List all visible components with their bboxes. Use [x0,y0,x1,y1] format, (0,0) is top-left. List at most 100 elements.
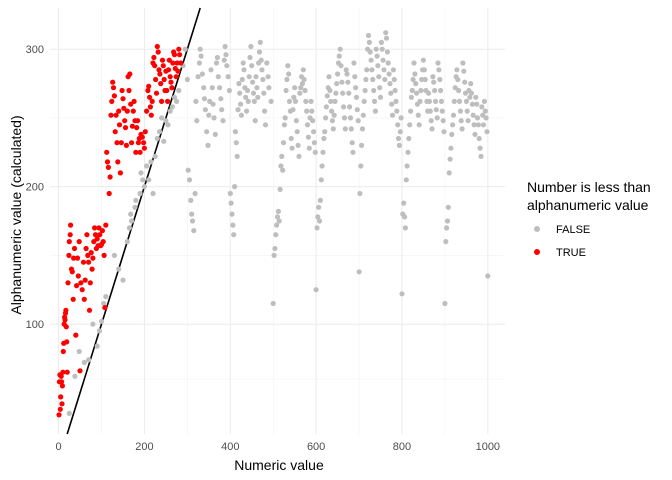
point-false [475,122,481,128]
point-false [288,135,294,142]
point-false [431,79,437,85]
point-false [435,60,441,66]
point-false [281,122,287,128]
point-false [481,98,487,104]
point-false [432,98,439,104]
point-false [344,71,350,77]
point-true [173,74,179,80]
point-false [410,76,416,83]
point-false [472,131,478,137]
point-false [240,60,246,66]
point-false [293,118,299,124]
point-false [356,269,362,275]
point-true [59,379,65,385]
y-axis-title: Alphanumeric value (calculated) [8,115,24,314]
point-false [221,57,227,63]
y-tick-label: 100 [26,319,44,331]
point-true [142,129,148,135]
point-true [97,232,103,238]
point-true [139,134,145,140]
point-false [470,112,476,118]
point-false [338,63,344,69]
point-true [141,145,147,151]
point-false [251,98,257,104]
point-false [174,98,180,104]
point-false [467,94,473,100]
point-false [379,46,385,52]
point-false [184,76,190,83]
point-false [295,142,301,148]
legend-label-false: FALSE [556,224,590,236]
point-true [103,222,109,228]
point-false [291,94,297,100]
point-false [279,153,285,159]
point-false [247,54,253,61]
point-true [149,98,155,104]
point-false [404,163,410,169]
point-false [448,145,454,151]
point-false [275,208,281,214]
point-false [449,131,455,137]
point-false [253,74,259,80]
point-true [92,225,98,231]
point-true [166,57,172,63]
point-false [167,108,173,114]
point-true [94,236,100,242]
point-false [296,153,302,159]
point-true [105,164,111,170]
point-false [484,129,490,135]
point-false [370,76,376,83]
point-false [305,134,311,140]
point-false [324,93,330,99]
legend-title-line-2: alphanumeric value [527,197,649,213]
legend: Number is less than alphanumeric value F… [527,179,651,259]
point-false [302,87,308,94]
point-true [156,67,162,73]
point-false [394,108,400,114]
point-false [402,225,408,231]
point-false [321,135,327,142]
point-false [319,163,325,169]
point-false [299,81,305,87]
point-false [380,57,386,63]
point-false [426,98,433,104]
point-false [159,115,165,121]
point-true [137,149,143,155]
point-false [314,225,320,231]
point-true [135,140,141,146]
point-false [258,57,264,63]
point-false [290,107,296,113]
point-false [294,129,300,135]
point-true [167,74,173,80]
point-true [145,87,151,94]
point-true [110,79,116,85]
point-false [339,79,345,85]
point-false [345,79,351,85]
point-false [146,177,152,183]
point-true [123,142,129,148]
point-true [131,98,137,104]
point-false [81,359,87,366]
point-false [214,54,220,61]
point-false [238,112,244,118]
point-false [124,239,130,245]
point-true [134,125,140,131]
point-false [126,225,132,231]
point-false [317,218,323,224]
point-false [450,122,456,128]
legend-swatch-true [534,249,540,255]
point-false [351,60,357,66]
point-false [422,76,428,83]
point-false [436,67,442,73]
point-false [192,190,198,197]
point-true [63,307,69,313]
point-true [88,250,94,256]
point-false [154,135,160,142]
point-false [171,94,178,100]
point-false [444,218,451,224]
point-false [368,57,374,63]
point-false [76,348,82,355]
point-false [461,68,467,74]
point-false [430,74,436,80]
point-false [330,126,336,132]
